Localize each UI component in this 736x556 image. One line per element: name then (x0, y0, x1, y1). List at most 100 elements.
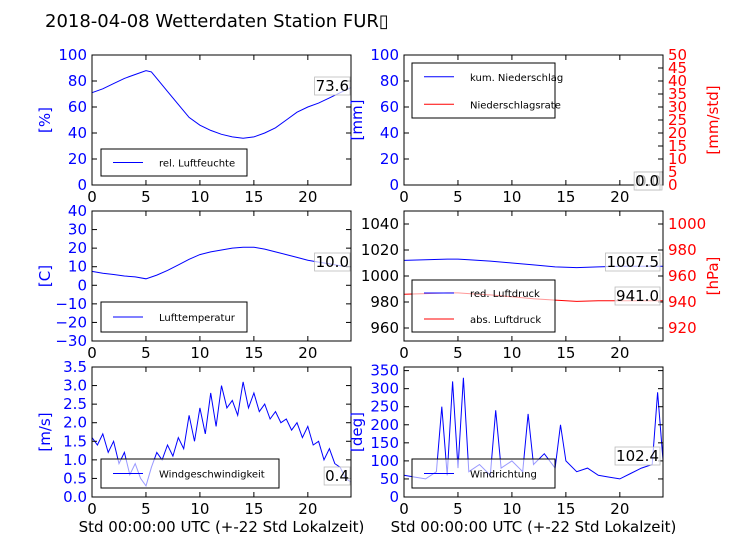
x-tick-label: 0 (87, 500, 97, 518)
legend: red. Luftdruck abs. Luftdruck (411, 279, 556, 333)
y-tick-label: 60 (380, 98, 399, 116)
x-tick-label: 15 (244, 188, 263, 206)
x-tick-label: 5 (453, 188, 463, 206)
figure-title: 2018-04-08 Wetterdaten Station FUR▯ (45, 11, 389, 32)
y-tick-label: 0 (77, 276, 87, 294)
x-tick-label: 5 (453, 500, 463, 518)
y-tick-label: 0 (389, 176, 399, 194)
y-tick-label: 2.5 (63, 395, 87, 413)
y-tick-label: 3.5 (63, 358, 87, 376)
y-right-tick-label: 30 (668, 98, 687, 116)
value-annotation: 1007.5 (607, 253, 660, 271)
y-tick-label: 300 (370, 380, 399, 398)
annotation-box (605, 252, 661, 272)
value-annotation: 102.4 (616, 447, 659, 465)
x-tick-label: 20 (610, 188, 629, 206)
y-axis-label: [m/s] (36, 412, 54, 451)
legend-label: rel. Luftfeuchte (159, 159, 235, 170)
y-tick-label: 20 (380, 150, 399, 168)
value-annotation: 941.0 (616, 287, 659, 305)
series-line-humidity-0 (91, 70, 352, 139)
legend-label: kum. Niederschlag (470, 73, 563, 84)
legend-label: Lufttemperatur (159, 313, 236, 324)
panel-temperature: 0 5 10 15 20−30−20−10010203040[C]Lufttempera… (36, 202, 352, 362)
legend: kum. Niederschlag Niederschlagsrate (411, 62, 563, 119)
legend-box (411, 279, 556, 333)
y-tick-label: 40 (68, 202, 87, 220)
value-annotation: 73.6 (316, 77, 349, 95)
y-right-tick-label: 35 (668, 85, 687, 103)
x-tick-label: 5 (141, 500, 151, 518)
panel-precipitation: 0 5 10 15 2002040608010005101520253035404550… (348, 46, 722, 206)
value-annotation: 0.4 (325, 467, 349, 485)
x-tick-label: 10 (502, 188, 521, 206)
legend: Windrichtung (411, 458, 556, 489)
x-tick-label: 15 (244, 344, 263, 362)
legend-label: red. Luftdruck (470, 289, 540, 300)
y-tick-label: 100 (370, 46, 399, 64)
y-right-tick-label: 10 (668, 150, 687, 168)
legend: rel. Luftfeuchte (100, 148, 248, 177)
annotation-box (323, 466, 351, 486)
y-tick-label: 20 (68, 150, 87, 168)
y-tick-label: 1.0 (63, 451, 87, 469)
annotation-box (614, 446, 661, 466)
y-tick-label: 1.5 (63, 432, 87, 450)
y-tick-label: 40 (68, 124, 87, 142)
y-tick-label: 250 (370, 398, 399, 416)
legend-label: abs. Luftdruck (470, 315, 541, 326)
y-axis-label: [C] (36, 265, 54, 287)
y-tick-label: 0 (389, 488, 399, 506)
y-tick-label: 1040 (361, 215, 399, 233)
x-tick-label: 20 (298, 344, 317, 362)
y-axis-label: [deg] (348, 412, 366, 452)
y-tick-label: 20 (68, 239, 87, 257)
y-tick-label: 80 (68, 72, 87, 90)
x-tick-label: 0 (399, 188, 409, 206)
y-tick-label: −30 (55, 332, 87, 350)
x-tick-label: 10 (190, 500, 209, 518)
y-tick-label: 2.0 (63, 414, 87, 432)
y-tick-label: 30 (68, 221, 87, 239)
y-right-tick-label: 25 (668, 111, 687, 129)
x-tick-label: 20 (610, 344, 629, 362)
y-tick-label: 150 (370, 434, 399, 452)
y-right-tick-label: 40 (668, 72, 687, 90)
y-tick-label: 0.5 (63, 469, 87, 487)
y-right-tick-label: 920 (668, 319, 697, 337)
y-tick-label: 60 (68, 98, 87, 116)
y-tick-label: 100 (58, 46, 87, 64)
legend-label: Niederschlagsrate (470, 100, 561, 111)
plot-frame (91, 210, 352, 342)
x-tick-label: 20 (610, 500, 629, 518)
y-tick-label: −10 (55, 295, 87, 313)
y-tick-label: 1020 (361, 241, 399, 259)
annotation-box (314, 252, 351, 272)
series-line-temperature-0 (91, 246, 352, 280)
annotation-box (614, 286, 661, 306)
y-tick-label: 980 (370, 293, 399, 311)
x-tick-label: 20 (298, 188, 317, 206)
y-axis-label: [mm] (348, 100, 366, 141)
legend: Windgeschwindigkeit (100, 458, 280, 489)
y-tick-label: −20 (55, 313, 87, 331)
y-right-tick-label: 15 (668, 137, 687, 155)
x-axis-label: Std 00:00:00 UTC (+-22 Std Lokalzeit) (391, 518, 677, 536)
y-tick-label: 1000 (361, 267, 399, 285)
y-tick-label: 200 (370, 416, 399, 434)
x-tick-label: 0 (399, 500, 409, 518)
x-axis-label: Std 00:00:00 UTC (+-22 Std Lokalzeit) (79, 518, 365, 536)
y-tick-label: 10 (68, 258, 87, 276)
plot-frame (91, 54, 352, 186)
y-right-tick-label: 1000 (668, 215, 706, 233)
y-right-tick-label: 5 (668, 163, 678, 181)
legend-label: Windrichtung (470, 470, 537, 481)
y-tick-label: 100 (370, 452, 399, 470)
x-tick-label: 5 (141, 188, 151, 206)
x-tick-label: 0 (87, 188, 97, 206)
annotation-box (314, 76, 351, 96)
y-tick-label: 960 (370, 319, 399, 337)
y-tick-label: 50 (380, 470, 399, 488)
